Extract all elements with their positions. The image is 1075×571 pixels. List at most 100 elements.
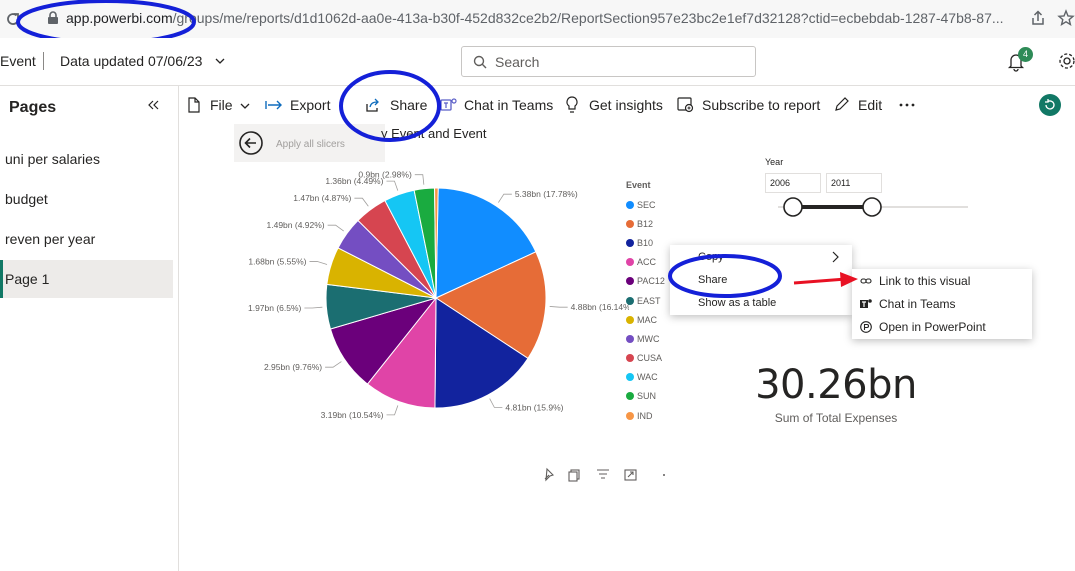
- search-icon: [473, 55, 487, 69]
- submenu-link-to-this-visual[interactable]: Link to this visual: [860, 271, 970, 291]
- chevron-down-icon[interactable]: [215, 57, 225, 65]
- lock-icon[interactable]: [47, 11, 59, 25]
- more-icon: [663, 474, 665, 476]
- favorite-star-icon[interactable]: [1057, 9, 1075, 27]
- pie-data-label: 1.49bn (4.92%): [267, 220, 325, 230]
- pin-icon: [544, 467, 555, 482]
- collapse-pane-icon[interactable]: [147, 100, 159, 110]
- legend-item-sec[interactable]: SEC: [626, 195, 665, 214]
- export-button[interactable]: Export: [290, 97, 331, 113]
- search-input[interactable]: Search: [461, 46, 756, 77]
- pages-pane-title: Pages: [9, 99, 57, 116]
- edit-pencil-icon: [835, 97, 849, 111]
- reset-icon[interactable]: [1039, 94, 1061, 116]
- chevron-right-icon: [832, 251, 839, 263]
- url-path: /groups/me/reports/d1d1062d-aa0e-413a-b3…: [172, 10, 1004, 26]
- page-tab-budget[interactable]: budget: [5, 191, 48, 207]
- legend-color-dot: [626, 373, 634, 382]
- submenu-chat-in-teams[interactable]: Chat in Teams: [860, 294, 955, 314]
- file-icon: [188, 97, 200, 113]
- legend-items: SEC B12 B10 ACC PAC12 EAST MAC MWC CUSA WAC SUN IND: [626, 195, 665, 425]
- share-page-icon[interactable]: [1029, 9, 1047, 27]
- year-to-input[interactable]: 2011: [826, 173, 882, 193]
- legend-item-east[interactable]: EAST: [626, 291, 665, 310]
- kpi-value: 30.26bn: [755, 362, 917, 408]
- legend-color-dot: [626, 411, 634, 420]
- pie-slice-b12[interactable]: [434, 251, 547, 360]
- page-tab-page-1[interactable]: Page 1: [0, 260, 173, 298]
- legend-label: MAC: [637, 314, 657, 325]
- submenu-open-in-powerpoint[interactable]: Open in PowerPoint: [860, 317, 986, 337]
- pie-data-label: 4.88bn (16.14%): [571, 302, 629, 312]
- pie-leader-line: [304, 306, 323, 309]
- legend-color-dot: [626, 277, 634, 286]
- legend-item-wac[interactable]: WAC: [626, 368, 665, 387]
- legend-item-ind[interactable]: IND: [626, 406, 665, 425]
- submenu-link-label: Link to this visual: [879, 274, 971, 288]
- legend-item-b10[interactable]: B10: [626, 233, 665, 252]
- chat-in-teams-button[interactable]: Chat in Teams: [464, 97, 554, 113]
- lightbulb-icon: [566, 96, 578, 113]
- subscribe-to-report-button[interactable]: Subscribe to report: [702, 97, 821, 113]
- export-arrow-icon: [265, 100, 282, 110]
- context-menu-show-as-table[interactable]: Show as a table: [698, 297, 777, 309]
- pie-slice-sec[interactable]: [435, 187, 537, 299]
- legend-label: IND: [637, 410, 653, 421]
- legend-color-dot: [626, 334, 634, 343]
- pie-data-label: 5.38bn (17.78%): [515, 189, 578, 199]
- report-name[interactable]: Event: [0, 53, 36, 69]
- page-tab-uni-per-salaries[interactable]: uni per salaries: [5, 151, 100, 167]
- chart-legend: Event SEC B12 B10 ACC PAC12 EAST MAC MWC CUSA WAC…: [626, 180, 665, 425]
- legend-item-mwc[interactable]: MWC: [626, 329, 665, 348]
- settings-gear-icon[interactable]: [1057, 51, 1075, 71]
- back-arrow-icon[interactable]: [238, 130, 264, 156]
- context-menu-copy[interactable]: Copy: [698, 251, 724, 263]
- chevron-down-icon[interactable]: [240, 102, 250, 110]
- pie-slice-b10[interactable]: [434, 297, 529, 409]
- legend-color-dot: [626, 238, 634, 247]
- filter-icon: [597, 469, 609, 479]
- pie-leader-line: [549, 306, 568, 308]
- pie-chart[interactable]: 5.38bn (17.78%) 4.88bn (16.14%) 4.81bn (15…: [179, 124, 629, 444]
- edit-button[interactable]: Edit: [858, 97, 883, 113]
- legend-label: B10: [637, 237, 654, 248]
- year-range-slider[interactable]: [778, 196, 970, 220]
- legend-item-cusa[interactable]: CUSA: [626, 349, 665, 368]
- context-menu-share[interactable]: Share: [698, 274, 728, 286]
- pie-data-label: 1.68bn (5.55%): [248, 257, 306, 267]
- legend-label: SEC: [637, 199, 656, 210]
- pie-data-label: 2.95bn (9.76%): [264, 362, 322, 372]
- file-menu-button[interactable]: File: [210, 97, 233, 113]
- pie-data-label: 1.47bn (4.87%): [293, 193, 351, 203]
- visual-footer-icons: [544, 467, 665, 482]
- pie-slice-acc[interactable]: [366, 296, 437, 409]
- legend-color-dot: [626, 219, 634, 228]
- page-tab-reven-per-year[interactable]: reven per year: [5, 231, 96, 247]
- pie-slice-ind[interactable]: [434, 187, 439, 299]
- legend-item-acc[interactable]: ACC: [626, 253, 665, 272]
- legend-label: EAST: [637, 295, 661, 306]
- data-updated-label[interactable]: Data updated 07/06/23: [60, 53, 203, 69]
- get-insights-button[interactable]: Get insights: [589, 97, 663, 113]
- legend-item-sun[interactable]: SUN: [626, 387, 665, 406]
- copy-icon: [568, 469, 580, 482]
- more-options-icon[interactable]: [899, 103, 915, 107]
- powerpoint-icon: [860, 321, 872, 333]
- url-field[interactable]: app.powerbi.com/groups/me/reports/d1d106…: [66, 10, 1004, 26]
- legend-item-mac[interactable]: MAC: [626, 310, 665, 329]
- header-divider: [43, 52, 44, 70]
- year-from-input[interactable]: 2006: [765, 173, 821, 193]
- legend-item-pac12[interactable]: PAC12: [626, 272, 665, 291]
- link-icon: [860, 278, 872, 284]
- focus-mode-icon: [624, 469, 637, 481]
- share-button[interactable]: Share: [390, 97, 428, 113]
- legend-color-dot: [626, 354, 634, 363]
- legend-item-b12[interactable]: B12: [626, 214, 665, 233]
- pie-leader-line: [354, 197, 369, 207]
- pie-leader-line: [327, 224, 344, 232]
- pie-data-label: 1.97bn (6.5%): [248, 303, 302, 313]
- slider-handle-start: [783, 197, 803, 217]
- report-header: Event Data updated 07/06/23 Search 4: [0, 38, 1075, 86]
- slider-handle-end: [862, 197, 882, 217]
- share-submenu: Link to this visual Chat in Teams Open i…: [852, 269, 1032, 339]
